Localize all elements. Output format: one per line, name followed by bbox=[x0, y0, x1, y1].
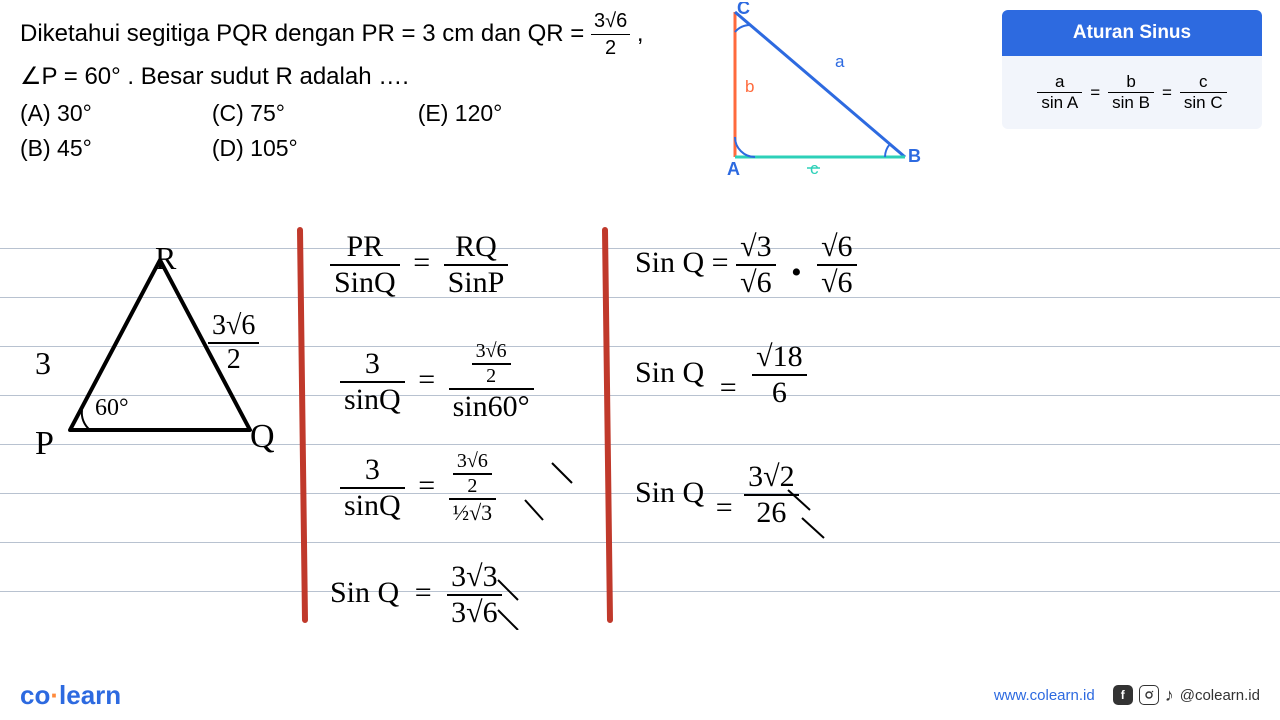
c3e1f1n: √3 bbox=[736, 230, 775, 266]
tri-side-a: a bbox=[835, 52, 845, 71]
instagram-icon bbox=[1139, 685, 1159, 705]
footer-url: www.colearn.id bbox=[994, 687, 1095, 704]
c3e1f2n: √6 bbox=[817, 230, 856, 266]
social-handle: @colearn.id bbox=[1180, 687, 1260, 704]
sinus-formula: a sin A = b sin B = c sin C bbox=[1002, 56, 1262, 129]
c3e1l: Sin Q = bbox=[635, 246, 729, 279]
sinus-frac-a: a sin A bbox=[1037, 72, 1082, 113]
footer-right: www.colearn.id f ♪ @colearn.id bbox=[994, 685, 1260, 706]
workspace: R P Q 3 60° 3√6 2 PRSinQ = RQSinP 3sinQ … bbox=[0, 200, 1280, 630]
option-a: (A) 30° bbox=[20, 100, 92, 127]
sinus-frac-b: b sin B bbox=[1108, 72, 1154, 113]
c3e3d: 26 bbox=[744, 496, 798, 530]
e1rn: RQ bbox=[444, 230, 509, 266]
e4l: Sin Q bbox=[330, 576, 399, 609]
sinus-sinC: sin C bbox=[1180, 93, 1227, 113]
sinus-sinA: sin A bbox=[1037, 93, 1082, 113]
tiktok-icon: ♪ bbox=[1165, 685, 1174, 706]
opt-col-2: (C) 75° (D) 105° bbox=[212, 100, 298, 162]
logo-learn: learn bbox=[59, 680, 121, 710]
c3e2n: √18 bbox=[752, 340, 806, 376]
hw-Q: Q bbox=[250, 418, 275, 456]
sinus-rule-box: Aturan Sinus a sin A = b sin B = c sin C bbox=[1002, 10, 1262, 129]
e2rd: sin60° bbox=[449, 390, 534, 424]
e4rn: 3√3 bbox=[447, 560, 501, 596]
e1ln: PR bbox=[330, 230, 400, 266]
hw-P: P bbox=[35, 425, 54, 463]
c3e1f1d: √6 bbox=[736, 266, 775, 300]
option-d: (D) 105° bbox=[212, 135, 298, 162]
facebook-icon: f bbox=[1113, 685, 1133, 705]
e3ld: sinQ bbox=[340, 489, 405, 523]
hw-eq3: 3sinQ = 3√62 ½√3 bbox=[340, 450, 496, 526]
e1rd: SinP bbox=[444, 266, 509, 300]
c3e2l: Sin Q bbox=[635, 356, 704, 389]
e2rn: 3√62 bbox=[449, 340, 534, 390]
hw-sr-num: 3√6 bbox=[208, 310, 259, 344]
logo-dot: · bbox=[50, 680, 59, 710]
sinus-eq2: = bbox=[1162, 83, 1172, 103]
e2ld: sinQ bbox=[340, 383, 405, 417]
hw-c3-eq2: Sin Q = √186 bbox=[635, 340, 807, 410]
footer: co·learn www.colearn.id f ♪ @colearn.id bbox=[0, 670, 1280, 720]
option-c: (C) 75° bbox=[212, 100, 298, 127]
hw-eq4: Sin Q = 3√33√6 bbox=[330, 560, 502, 630]
sinus-title: Aturan Sinus bbox=[1002, 10, 1262, 56]
hw-R: R bbox=[155, 240, 176, 277]
tri-label-c: C bbox=[737, 2, 750, 18]
hw-angle60: 60° bbox=[95, 395, 129, 422]
q-text-1: Diketahui segitiga PQR dengan PR = 3 cm … bbox=[20, 20, 591, 47]
c3e1f2d: √6 bbox=[817, 266, 856, 300]
sinus-b: b bbox=[1108, 72, 1154, 93]
hw-eq2: 3sinQ = 3√62 sin60° bbox=[340, 340, 534, 424]
q-text-post: , bbox=[637, 20, 644, 47]
sinus-c: c bbox=[1180, 72, 1227, 93]
triangle-diagram: C A B a b c bbox=[695, 2, 925, 182]
logo-co: co bbox=[20, 680, 50, 710]
hw-sr-den: 2 bbox=[208, 344, 259, 376]
e3ln: 3 bbox=[340, 453, 405, 489]
option-e: (E) 120° bbox=[418, 100, 503, 127]
option-b: (B) 45° bbox=[20, 135, 92, 162]
e4rd: 3√6 bbox=[447, 596, 501, 630]
e3rn: 3√62 bbox=[449, 450, 497, 500]
hw-c3-eq3: Sin Q = 3√226 bbox=[635, 460, 799, 530]
e1ld: SinQ bbox=[330, 266, 400, 300]
e3rd: ½√3 bbox=[449, 500, 497, 526]
hw-eq1: PRSinQ = RQSinP bbox=[330, 230, 508, 300]
e2ln: 3 bbox=[340, 347, 405, 383]
c3e2d: 6 bbox=[752, 376, 806, 410]
sinus-sinB: sin B bbox=[1108, 93, 1154, 113]
sinus-a: a bbox=[1037, 72, 1082, 93]
hw-side-right: 3√6 2 bbox=[208, 310, 259, 376]
c3e3l: Sin Q bbox=[635, 476, 704, 509]
q-fraction: 3√6 2 bbox=[591, 8, 630, 61]
logo: co·learn bbox=[20, 680, 121, 711]
sinus-eq1: = bbox=[1090, 83, 1100, 103]
tri-label-a: A bbox=[727, 159, 740, 179]
sinus-frac-c: c sin C bbox=[1180, 72, 1227, 113]
tri-side-b: b bbox=[745, 77, 754, 96]
tri-label-b: B bbox=[908, 146, 921, 166]
social-icons: f ♪ @colearn.id bbox=[1113, 685, 1260, 706]
q-frac-num: 3√6 bbox=[591, 8, 630, 35]
c3e3n: 3√2 bbox=[744, 460, 798, 496]
hw-side3: 3 bbox=[35, 345, 51, 382]
hw-c3-eq1: Sin Q = √3√6 • √6√6 bbox=[635, 230, 857, 300]
opt-col-1: (A) 30° (B) 45° bbox=[20, 100, 92, 162]
q-frac-den: 2 bbox=[591, 35, 630, 61]
opt-col-3: (E) 120° bbox=[418, 100, 503, 162]
